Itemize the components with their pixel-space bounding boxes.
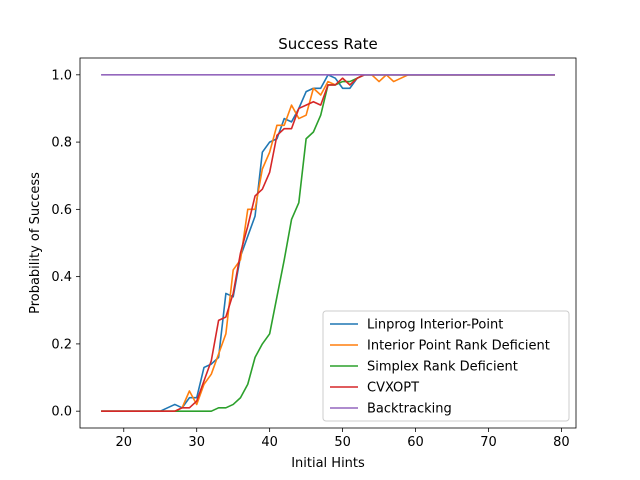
x-axis-label: Initial Hints bbox=[291, 456, 365, 471]
x-tick-label: 60 bbox=[407, 435, 424, 450]
y-axis-label: Probability of Success bbox=[28, 172, 43, 314]
x-tick-label: 70 bbox=[480, 435, 497, 450]
legend-entry: Simplex Rank Deficient bbox=[367, 360, 518, 375]
x-axis: 20 30 40 50 60 70 80 bbox=[115, 428, 570, 450]
y-tick-label: 1.0 bbox=[51, 68, 72, 83]
legend-entry: CVXOPT bbox=[367, 381, 419, 396]
legend-box bbox=[322, 310, 570, 422]
x-tick-label: 40 bbox=[261, 435, 278, 450]
legend-entry: Interior Point Rank Deficient bbox=[367, 339, 550, 354]
x-tick-label: 30 bbox=[188, 435, 205, 450]
y-tick-label: 0.2 bbox=[51, 337, 72, 352]
x-tick-label: 20 bbox=[115, 435, 132, 450]
plot-frame bbox=[79, 57, 577, 429]
y-tick-label: 0.0 bbox=[51, 405, 72, 420]
y-tick-label: 0.8 bbox=[51, 136, 72, 151]
legend-entry: Linprog Interior-Point bbox=[367, 318, 503, 333]
legend: Linprog Interior-Point Interior Point Ran… bbox=[322, 310, 570, 422]
x-tick-label: 80 bbox=[553, 435, 570, 450]
legend-entry: Backtracking bbox=[367, 402, 452, 417]
y-axis: 0.0 0.2 0.4 0.6 0.8 1.0 bbox=[51, 68, 80, 420]
x-tick-label: 50 bbox=[334, 435, 351, 450]
y-tick-label: 0.4 bbox=[51, 270, 72, 285]
series-lines bbox=[101, 74, 555, 412]
y-tick-label: 0.6 bbox=[51, 203, 72, 218]
chart-title: Success Rate bbox=[278, 35, 378, 53]
